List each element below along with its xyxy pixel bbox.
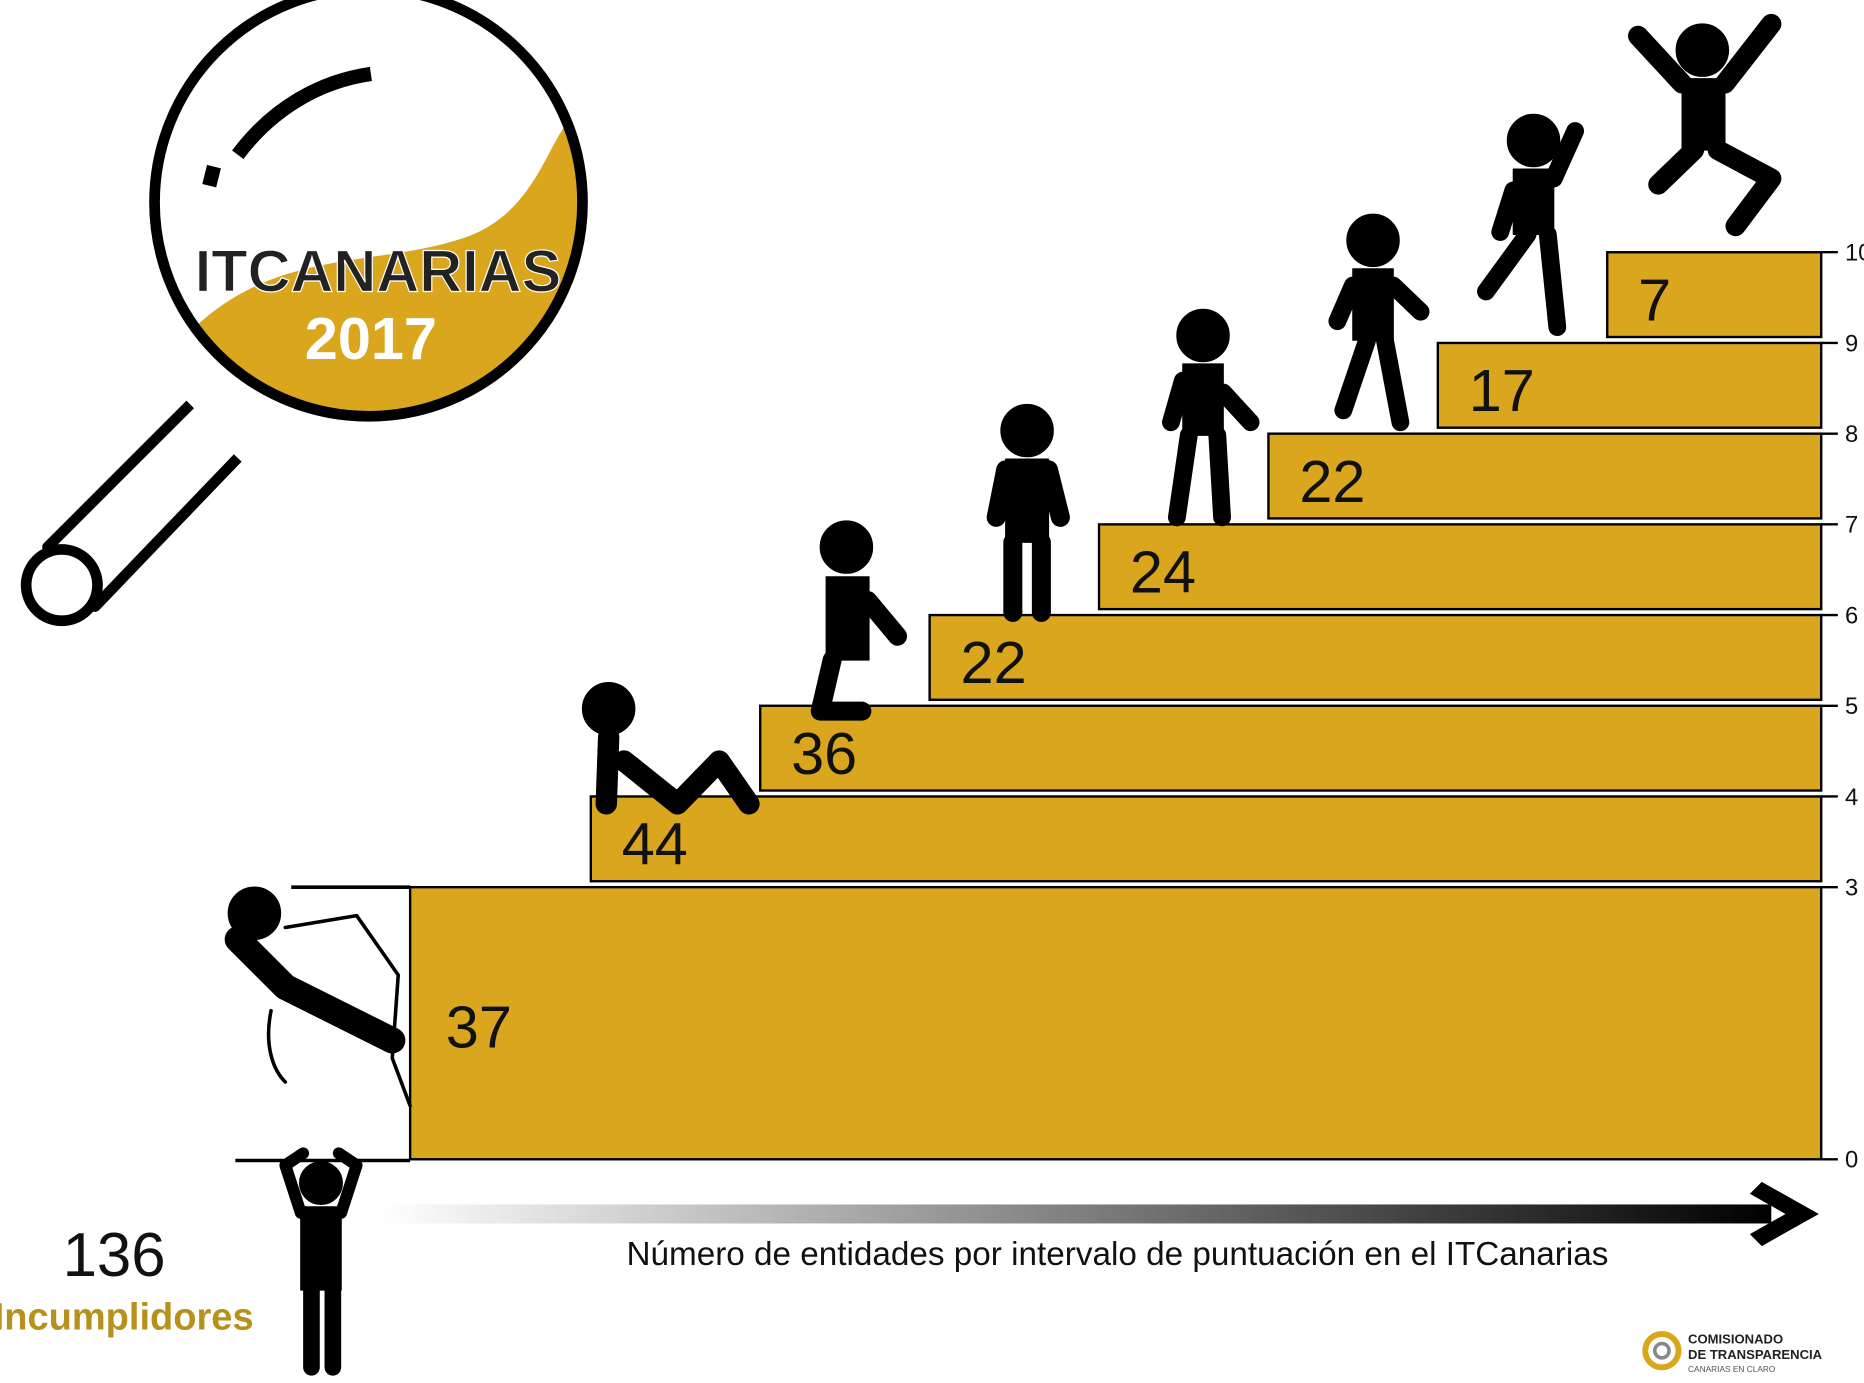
y-tick-label: 4: [1845, 784, 1858, 811]
y-axis: 0 3 4 5 6 7 8 9 10: [1821, 240, 1864, 1174]
logo-line1: COMISIONADO: [1688, 1332, 1783, 1347]
y-tick-label: 5: [1845, 693, 1858, 720]
y-tick-label: 6: [1845, 602, 1858, 629]
step: [1099, 524, 1821, 609]
logo: COMISIONADO DE TRANSPARENCIA CANARIAS EN…: [1645, 1332, 1822, 1375]
y-tick-label: 0: [1845, 1147, 1858, 1174]
arrow-shaft: [380, 1204, 1771, 1223]
step-count: 24: [1130, 538, 1196, 605]
step-count: 22: [961, 629, 1027, 696]
noncompliant-count: 136: [63, 1221, 166, 1290]
y-tick-label: 9: [1845, 330, 1858, 357]
noncompliant-label: Incumplidores: [0, 1296, 254, 1338]
chart: ITCANARIAS 2017 37 44 36 22 24 22 17 7 0 3 4 5 6 7 8 9…: [0, 0, 1864, 1383]
step-count: 22: [1299, 448, 1365, 515]
step: [930, 615, 1822, 700]
chart-subtitle: 2017: [305, 305, 437, 372]
y-tick-label: 7: [1845, 512, 1858, 539]
step: [591, 796, 1821, 881]
chart-title: ITCANARIAS: [195, 237, 561, 304]
logo-line3: CANARIAS EN CLARO: [1688, 1364, 1776, 1374]
page: {"chart_data": {"type": "staircase", "ti…: [0, 0, 1864, 1383]
x-axis-label: Número de entidades por intervalo de pun…: [626, 1236, 1608, 1273]
step-count: 7: [1638, 266, 1671, 333]
y-tick-label: 8: [1845, 421, 1858, 448]
step-count: 36: [791, 720, 857, 787]
logo-line2: DE TRANSPARENCIA: [1688, 1347, 1823, 1362]
y-tick-label: 3: [1845, 874, 1858, 901]
steps: 37 44 36 22 24 22 17 7: [291, 252, 1821, 1159]
y-tick-label: 10: [1845, 240, 1864, 267]
step: [410, 887, 1821, 1159]
step-count: 17: [1469, 357, 1535, 424]
step-count: 44: [622, 811, 688, 878]
step-count: 37: [446, 994, 512, 1061]
step: [760, 706, 1821, 791]
